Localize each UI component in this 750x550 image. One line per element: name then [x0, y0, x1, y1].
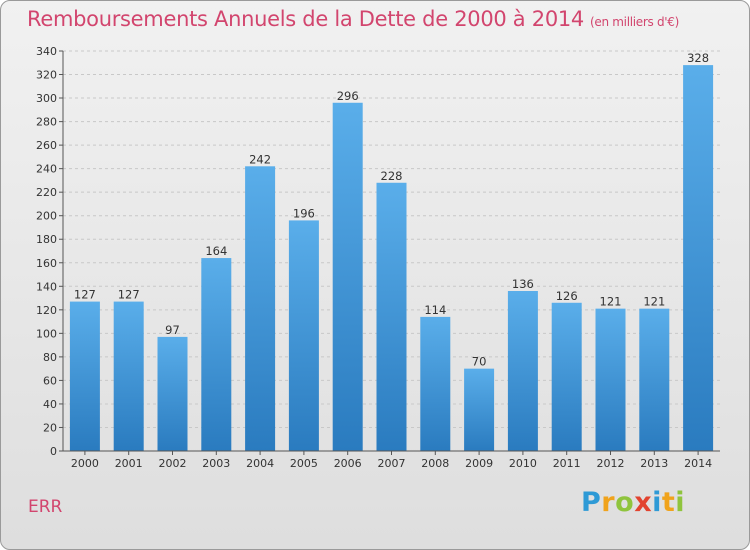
x-tick-label: 2001: [115, 457, 143, 470]
bar-value-label: 328: [687, 51, 709, 65]
bar-value-label: 121: [643, 295, 665, 309]
x-tick-label: 2002: [159, 457, 187, 470]
x-tick-label: 2005: [290, 457, 318, 470]
bar: [69, 301, 100, 451]
bar: [551, 302, 582, 451]
y-tick-label: 340: [36, 45, 57, 58]
x-tick-label: 2009: [465, 457, 493, 470]
bar: [201, 258, 232, 451]
proxiti-logo: Proxiti: [581, 487, 685, 518]
y-tick-label: 60: [43, 374, 57, 387]
bar: [332, 102, 363, 451]
bar: [639, 308, 670, 451]
bar: [595, 308, 626, 451]
bar-value-label: 121: [600, 295, 622, 309]
bar-value-label: 97: [165, 323, 180, 337]
bar-value-label: 136: [512, 277, 534, 291]
x-tick-label: 2006: [334, 457, 362, 470]
bar: [420, 316, 451, 451]
y-tick-label: 220: [36, 186, 57, 199]
bar-value-label: 196: [293, 206, 315, 220]
x-tick-label: 2012: [597, 457, 625, 470]
y-tick-label: 200: [36, 210, 57, 223]
x-tick-label: 2011: [553, 457, 581, 470]
y-tick-label: 260: [36, 139, 57, 152]
logo-letter: i: [652, 487, 662, 518]
chart-title: Remboursements Annuels de la Dette de 20…: [27, 7, 679, 31]
logo-letter: x: [634, 487, 653, 518]
logo-letter: o: [615, 487, 635, 518]
y-tick-label: 160: [36, 257, 57, 270]
chart-unit: (en milliers d'€): [590, 15, 680, 29]
y-tick-label: 240: [36, 163, 57, 176]
bar-value-label: 164: [205, 244, 227, 258]
y-tick-label: 0: [50, 445, 57, 458]
x-tick-label: 2014: [684, 457, 712, 470]
bar-value-label: 127: [118, 288, 140, 302]
y-tick-label: 20: [43, 421, 57, 434]
y-tick-label: 100: [36, 327, 57, 340]
y-tick-label: 280: [36, 116, 57, 129]
y-tick-label: 320: [36, 69, 57, 82]
x-tick-label: 2013: [640, 457, 668, 470]
x-tick-label: 2003: [202, 457, 230, 470]
bar: [507, 291, 538, 451]
x-tick-label: 2010: [509, 457, 537, 470]
bar: [376, 182, 407, 451]
y-tick-label: 80: [43, 351, 57, 364]
chart-title-text: Remboursements Annuels de la Dette de 20…: [27, 7, 584, 31]
y-tick-label: 40: [43, 398, 57, 411]
bar: [464, 368, 495, 451]
y-tick-label: 300: [36, 92, 57, 105]
logo-letter: t: [661, 487, 676, 518]
y-tick-label: 180: [36, 233, 57, 246]
x-tick-label: 2000: [71, 457, 99, 470]
bars: 127 127 97 164 242 196 296 228 114 70 136 126 121 121…: [69, 51, 714, 451]
bar-value-label: 114: [424, 303, 446, 317]
bar: [288, 220, 319, 451]
bar: [157, 336, 188, 451]
y-tick-label: 120: [36, 304, 57, 317]
axes: 0 20 40 60 80 100 120 140 160 180 200 220 240 260 280 3…: [36, 45, 720, 470]
bar: [113, 301, 144, 451]
y-tick-label: 140: [36, 280, 57, 293]
bar-value-label: 228: [381, 169, 403, 183]
logo-letter: P: [581, 487, 602, 518]
bar-value-label: 126: [556, 289, 578, 303]
x-tick-label: 2004: [246, 457, 274, 470]
bar-value-label: 70: [472, 355, 487, 369]
bar: [245, 166, 276, 451]
bar-value-label: 127: [74, 288, 96, 302]
x-tick-label: 2007: [378, 457, 406, 470]
bar-value-label: 296: [337, 89, 359, 103]
logo-letter: r: [601, 487, 616, 518]
x-tick-label: 2008: [421, 457, 449, 470]
commune-name: ERR: [28, 497, 63, 517]
bar-value-label: 242: [249, 152, 271, 166]
logo-letter: i: [675, 487, 686, 518]
bar: [683, 65, 714, 451]
